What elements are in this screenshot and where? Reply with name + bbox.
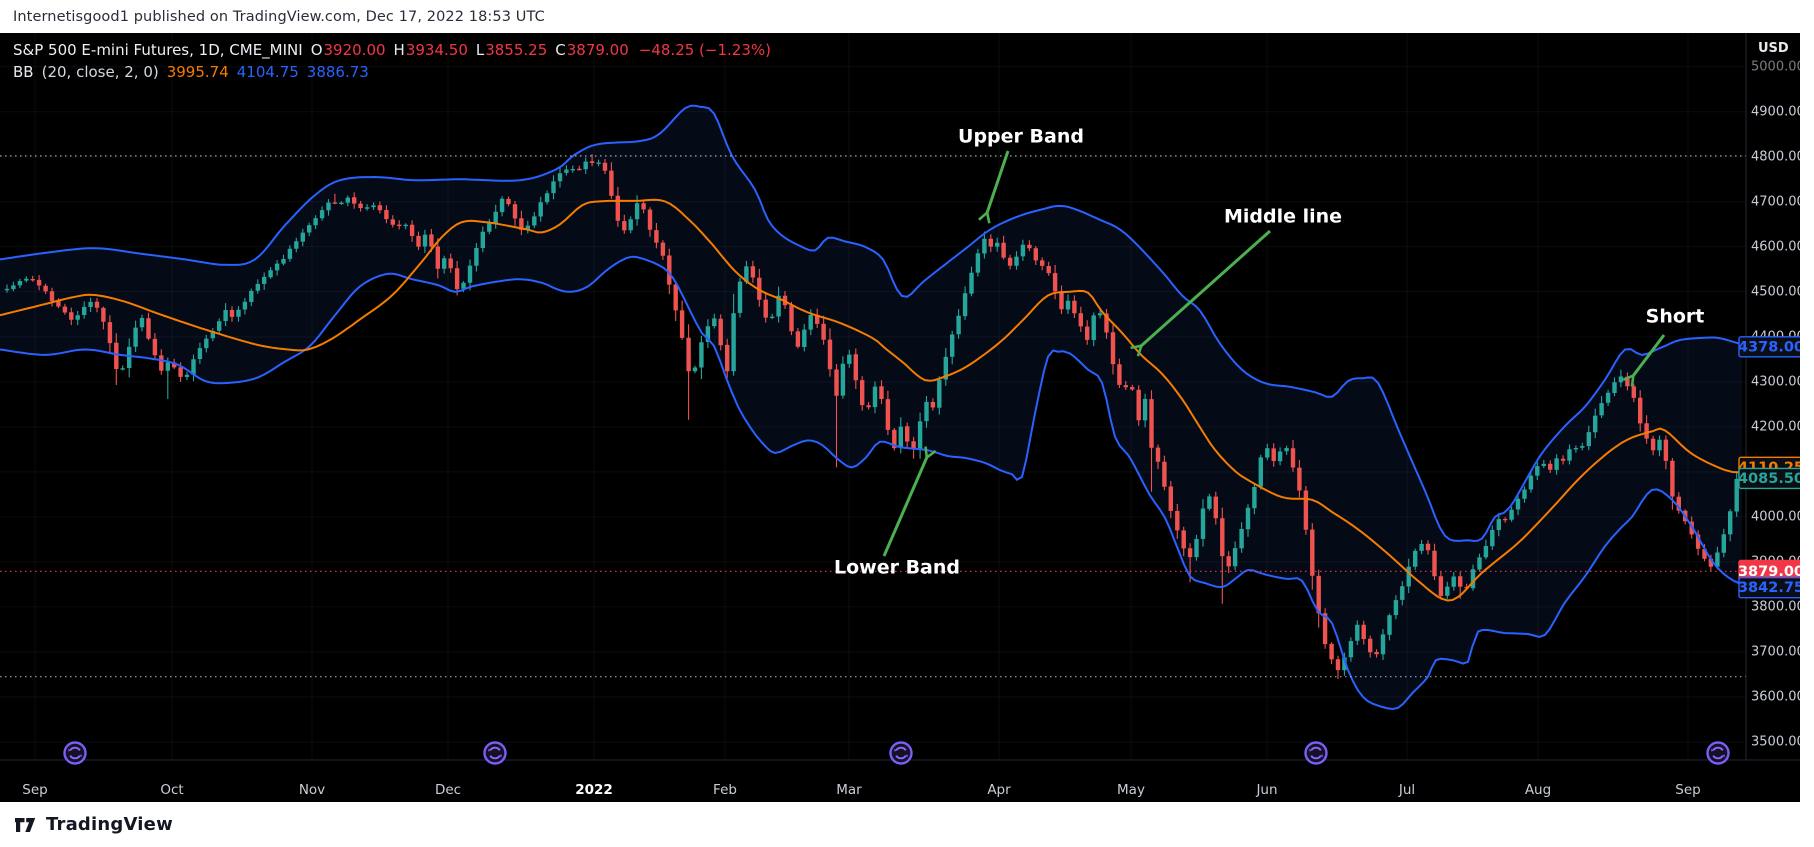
- price-tick-label: 3500.00: [1751, 735, 1800, 750]
- annotation-middle-line[interactable]: Middle line: [1130, 206, 1342, 357]
- close-value: C 3879.00: [555, 41, 629, 59]
- price-tick-label: 3600.00: [1751, 690, 1800, 705]
- price-tick-label: 4200.00: [1751, 419, 1800, 434]
- time-tick-label: Jun: [1255, 782, 1277, 798]
- time-tick-label: 2022: [575, 782, 613, 798]
- low-value: L 3855.25: [475, 41, 548, 59]
- contract-rollover-icon[interactable]: [889, 741, 913, 765]
- contract-rollover-icon[interactable]: [1304, 741, 1328, 765]
- time-tick-label: Aug: [1525, 782, 1551, 798]
- bollinger-middle-line: [0, 198, 1743, 602]
- page-footer: TradingView: [0, 802, 1814, 847]
- time-tick-label: Sep: [1675, 782, 1700, 798]
- time-tick-label: Oct: [160, 782, 183, 798]
- price-tick-label: 4000.00: [1751, 509, 1800, 524]
- bollinger-fill: [0, 105, 1742, 709]
- bollinger-bands: [0, 104, 1743, 711]
- time-axis[interactable]: Sep Oct Nov Dec 2022 Feb Mar Apr May Jun Jul Aug Sep: [0, 741, 1800, 799]
- indicator-name: BB: [13, 63, 34, 81]
- high-value: H 3934.50: [393, 41, 468, 59]
- price-tick-label: 4500.00: [1751, 284, 1800, 299]
- level-lines: [0, 155, 1746, 678]
- annotation-lower-band[interactable]: Lower Band: [834, 446, 960, 579]
- price-chart-canvas[interactable]: Upper Band Middle line Lower Band Short USD 5…: [0, 33, 1800, 802]
- bb-lower-value: 3886.73: [306, 63, 369, 81]
- price-tick-label: 5000.00: [1751, 59, 1800, 74]
- annotation-label: Upper Band: [958, 126, 1084, 148]
- time-tick-label: Apr: [987, 782, 1011, 798]
- symbol-legend: S&P 500 E-mini Futures, 1D, CME_MINI O 39…: [13, 39, 771, 83]
- svg-text:3842.75: 3842.75: [1738, 580, 1800, 596]
- contract-rollover-icon[interactable]: [63, 741, 87, 765]
- price-tick-label: 4900.00: [1751, 104, 1800, 119]
- tradingview-logo-link[interactable]: TradingView: [14, 814, 173, 836]
- time-tick-label: Jul: [1398, 782, 1415, 798]
- annotation-label: Short: [1646, 306, 1705, 328]
- indicator-params: (20, close, 2, 0): [41, 63, 159, 81]
- change-value: −48.25 (−1.23%): [638, 41, 771, 59]
- contract-rollover-icon[interactable]: [1706, 741, 1730, 765]
- svg-text:4085.50: 4085.50: [1738, 471, 1800, 487]
- contract-rollover-icon[interactable]: [483, 741, 507, 765]
- tradingview-brand-text: TradingView: [46, 814, 173, 835]
- legend-indicator-row[interactable]: BB (20, close, 2, 0) 3995.74 4104.75 388…: [13, 61, 771, 83]
- annotation-label: Middle line: [1224, 206, 1342, 228]
- candles-up: [4, 157, 1739, 676]
- annotation-upper-band[interactable]: Upper Band: [958, 126, 1084, 224]
- annotation-short[interactable]: Short: [1622, 306, 1705, 387]
- price-label-3842.75: 3842.75: [1738, 577, 1800, 599]
- time-tick-label: Nov: [299, 782, 325, 798]
- time-tick-label: Sep: [22, 782, 47, 798]
- time-tick-label: Mar: [836, 782, 862, 798]
- bb-upper-value: 4104.75: [236, 63, 299, 81]
- price-label-3879.00: 3879.00: [1738, 559, 1800, 584]
- price-tick-label: 3800.00: [1751, 599, 1800, 614]
- price-label-4085.50: 4085.50: [1738, 467, 1800, 490]
- time-tick-label: Dec: [435, 782, 461, 798]
- price-label-4378.00: 4378.00: [1738, 336, 1800, 358]
- open-value: O 3920.00: [310, 41, 386, 59]
- grid-lines: [0, 33, 1746, 760]
- bollinger-upper-line: [0, 104, 1743, 542]
- bb-basis-value: 3995.74: [166, 63, 229, 81]
- legend-symbol-row[interactable]: S&P 500 E-mini Futures, 1D, CME_MINI O 39…: [13, 39, 771, 61]
- price-tick-label: 4800.00: [1751, 149, 1800, 164]
- tradingview-logo-icon: [15, 817, 36, 832]
- time-tick-label: Feb: [713, 782, 737, 798]
- price-tick-label: 4600.00: [1751, 239, 1800, 254]
- price-tick-label: 4300.00: [1751, 374, 1800, 389]
- svg-text:4378.00: 4378.00: [1738, 339, 1800, 355]
- chart-area[interactable]: S&P 500 E-mini Futures, 1D, CME_MINI O 39…: [0, 33, 1800, 802]
- time-tick-label: May: [1117, 782, 1145, 798]
- price-tick-label: 4700.00: [1751, 194, 1800, 209]
- price-tick-label: 3700.00: [1751, 645, 1800, 660]
- publish-header: Internetisgood1 published on TradingView…: [0, 0, 1814, 33]
- publish-header-text: Internetisgood1 published on TradingView…: [13, 8, 545, 25]
- svg-text:3879.00: 3879.00: [1738, 564, 1800, 580]
- price-axis[interactable]: USD 5000.00 4900.00 4800.00 4700.00 4600.00 45…: [1745, 33, 1800, 760]
- annotation-label: Lower Band: [834, 557, 960, 579]
- bollinger-lower-line: [0, 255, 1743, 711]
- currency-label: USD: [1758, 41, 1789, 56]
- symbol-title: S&P 500 E-mini Futures, 1D, CME_MINI: [13, 41, 303, 59]
